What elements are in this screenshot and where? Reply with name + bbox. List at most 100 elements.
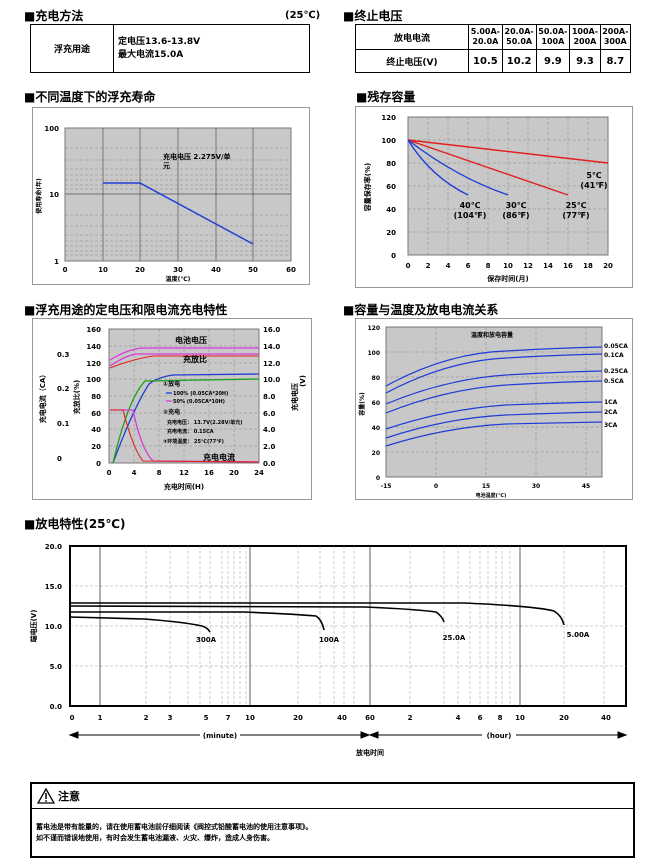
charge-ratio-blue xyxy=(112,373,260,464)
discharge-ytick: 0.0 xyxy=(50,703,63,711)
discharge-minute-label: (minute) xyxy=(203,732,237,740)
charge-xtick: 12 xyxy=(179,469,189,477)
discharge-hour-tick: 2 xyxy=(408,714,413,722)
discharge-hour-tick: 10 xyxy=(515,714,525,722)
discharge-ytick: 20.0 xyxy=(45,543,62,551)
life-ytick: 10 xyxy=(49,191,59,199)
residual-ytick: 80 xyxy=(386,160,396,168)
charge-current-curve-2 xyxy=(110,409,260,463)
float-charge-row-label: 浮充用途 xyxy=(30,24,114,73)
charge-ylabel-voltage: 充电电压 xyxy=(290,383,299,411)
capacity-ylabel: 容量(%) xyxy=(358,392,366,417)
capacity-series-label: 0.05CA xyxy=(604,343,628,350)
caution-header: 注意 xyxy=(32,784,633,809)
minute-label-bg xyxy=(200,729,240,741)
life-xtick: 10 xyxy=(98,266,108,274)
cutoff-title: ■终止电压 xyxy=(343,9,403,23)
float-charge-values: 定电压13.6-13.8V 最大电流15.0A xyxy=(113,24,310,73)
float-charge-title: ■充电方法 xyxy=(24,9,84,23)
charge-xtick: 20 xyxy=(229,469,239,477)
discharge-min-tick: 5 xyxy=(204,714,209,722)
charge-ca-tick: 0.2 xyxy=(57,385,70,393)
charge-pct-tick: 80 xyxy=(91,393,101,401)
life-annotation: 充电电压 2.275V/单 xyxy=(163,152,231,161)
charge-voltage-curve-2 xyxy=(109,347,259,361)
discharge-min-tick: 10 xyxy=(245,714,255,722)
charge-xlabel: 充电时间(H) xyxy=(164,482,204,491)
discharge-hour-label: (hour) xyxy=(487,732,512,740)
charge-v-tick: 2.0 xyxy=(263,443,276,451)
charge-v-tick: 10.0 xyxy=(263,376,280,384)
charge-legend-50: 50% (0.05CA*10H) xyxy=(173,399,225,405)
discharge-curve-label: 5.00A xyxy=(567,631,590,639)
residual-xtick: 2 xyxy=(426,262,431,270)
residual-xtick: 10 xyxy=(503,262,513,270)
residual-curve-5c xyxy=(407,139,609,164)
charge-ca-tick: 0 xyxy=(57,455,62,463)
residual-ylabel: 容量保存率(%) xyxy=(363,163,372,212)
residual-chart-svg: 5℃ (41℉) 25℃ (77℉) 30℃ (86℉) 40℃ (104℉) … xyxy=(363,114,613,283)
discharge-title: ■放电特性(25℃) xyxy=(24,517,126,531)
discharge-min-tick: 60 xyxy=(365,714,375,722)
charge-v-tick: 16.0 xyxy=(263,326,280,334)
residual-label-40f: (104℉) xyxy=(454,211,487,220)
life-xtick: 40 xyxy=(211,266,221,274)
life-xtick: 0 xyxy=(63,266,68,274)
residual-label-5f: (41℉) xyxy=(580,181,607,190)
life-chart-svg: 充电电压 2.275V/单 元 100 10 1 0 10 20 30 40 5… xyxy=(35,125,296,283)
warning-icon xyxy=(37,788,55,804)
charge-v-tick: 6.0 xyxy=(263,410,276,418)
charge-ylabel-current: 充电电流（CA） xyxy=(38,371,47,424)
capacity-series-label: 0.5CA xyxy=(604,378,624,385)
charge-pct-tick: 60 xyxy=(91,410,101,418)
residual-ytick: 0 xyxy=(391,252,396,260)
charge-v-tick: 14.0 xyxy=(263,343,280,351)
cutoff-label-current: 放电电流 xyxy=(355,24,469,50)
capacity-xlabel: 电池温度(℃) xyxy=(476,492,507,499)
residual-xtick: 4 xyxy=(446,262,451,270)
discharge-gridlines xyxy=(70,546,626,706)
capacity-series-label: 2CA xyxy=(604,409,618,416)
discharge-curve-300a xyxy=(69,616,211,633)
residual-xlabel: 保存时间(月) xyxy=(486,274,528,283)
discharge-curve-25a xyxy=(69,605,445,623)
charge-ylabel-ratio: 充放比(%) xyxy=(72,380,81,414)
cutoff-table: 放电电流 5.00A- 20.0A 20.0A- 50.0A 50.0A- 100A … xyxy=(355,24,632,73)
discharge-min-tick: 7 xyxy=(226,714,231,722)
discharge-xlabel: 放电时间 xyxy=(355,748,384,757)
caution-title: 注意 xyxy=(58,790,80,803)
residual-curve-25c xyxy=(407,139,569,196)
capacity-ytick: 20 xyxy=(372,450,380,457)
discharge-curve-label: 300A xyxy=(196,636,217,644)
capacity-series-label: 0.25CA xyxy=(604,368,628,375)
discharge-curve-5a xyxy=(70,602,565,626)
residual-label-30f: (86℉) xyxy=(502,211,529,220)
cutoff-voltage: 9.9 xyxy=(535,49,571,73)
charge-label-current: 充电电流 xyxy=(203,452,235,462)
discharge-hour-tick: 40 xyxy=(601,714,611,722)
life-xtick: 30 xyxy=(173,266,183,274)
capacity-curve xyxy=(385,346,603,387)
residual-label-30c: 30℃ xyxy=(506,201,527,210)
discharge-hour-tick: 6 xyxy=(478,714,483,722)
capacity-inner-title: 温度和放电容量 xyxy=(471,331,513,339)
capacity-ytick: 60 xyxy=(372,400,380,407)
discharge-hour-tick: 8 xyxy=(498,714,503,722)
residual-label-5c: 5℃ xyxy=(586,171,602,180)
float-charge-voltage: 定电压13.6-13.8V xyxy=(118,36,201,47)
charge-legend-cv: 充电电压： 13.7V(2.28V/单元) xyxy=(167,419,243,426)
capacity-curve xyxy=(385,401,603,430)
discharge-range-arrows xyxy=(68,731,628,739)
life-xtick: 60 xyxy=(286,266,296,274)
charge-legend-discharge: ①放电 xyxy=(163,380,180,388)
capacity-series-label: 3CA xyxy=(604,422,618,429)
charge-xtick: 8 xyxy=(157,469,162,477)
discharge-ytick: 5.0 xyxy=(50,663,63,671)
caution-text: 蓄电池是带有能量的，请在使用蓄电池前仔细阅读《阀控式铅酸蓄电池的使用注意事项》。… xyxy=(36,822,313,844)
life-xlabel: 温度(℃) xyxy=(166,275,191,283)
charge-chart-svg: 电池电压 充放比 充电电流 ①放电 100% (0.05CA*20H) 50% … xyxy=(38,326,307,491)
cutoff-range: 50.0A- 100A xyxy=(535,24,571,50)
capacity-title: ■容量与温度及放电电流关系 xyxy=(343,303,499,317)
float-charge-current: 最大电流15.0A xyxy=(118,49,184,60)
residual-label-40c: 40℃ xyxy=(460,201,481,210)
